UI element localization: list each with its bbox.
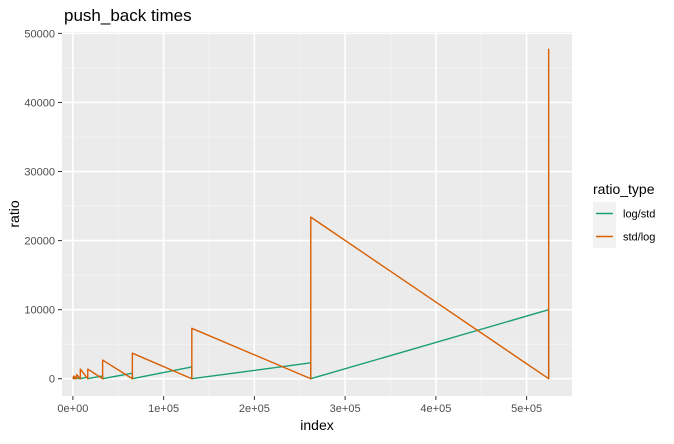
- x-tick-label: 1e+05: [148, 403, 179, 415]
- x-axis-title: index: [300, 417, 333, 433]
- y-tick-label: 20000: [24, 236, 55, 248]
- grid-major: [62, 32, 572, 396]
- y-tick-label: 0: [49, 374, 55, 386]
- plot-panel: [62, 32, 572, 396]
- x-tick-label: 0e+00: [57, 403, 88, 415]
- y-tick-label: 40000: [24, 97, 55, 109]
- x-tick-label: 3e+05: [330, 403, 361, 415]
- legend-label-std-log: std/log: [623, 232, 655, 244]
- y-tick-label: 10000: [24, 305, 55, 317]
- grid-minor: [62, 32, 572, 396]
- legend-title: ratio_type: [593, 181, 655, 197]
- y-axis: 0 10000 20000 30000 40000 50000: [24, 28, 62, 386]
- x-tick-label: 4e+05: [420, 403, 451, 415]
- series-line-std-log: [72, 48, 550, 380]
- y-tick-label: 30000: [24, 167, 55, 179]
- x-axis: 0e+00 1e+05 2e+05 3e+05 4e+05 5e+05: [57, 396, 542, 415]
- chart-title: push_back times: [64, 6, 192, 25]
- y-tick-label: 50000: [24, 28, 55, 40]
- legend-items: log/std std/log: [593, 202, 655, 248]
- y-axis-title: ratio: [6, 200, 22, 227]
- series-layer: [72, 48, 550, 380]
- x-tick-label: 2e+05: [239, 403, 270, 415]
- legend-label-log-std: log/std: [623, 209, 655, 221]
- x-tick-label: 5e+05: [511, 403, 542, 415]
- legend: ratio_type log/std std/log: [593, 181, 655, 248]
